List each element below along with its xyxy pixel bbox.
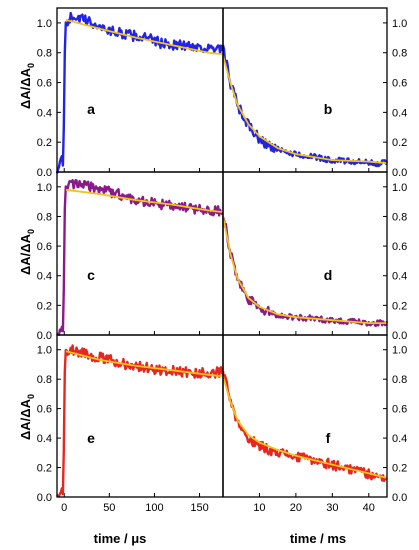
panel-frame-row-2 xyxy=(56,171,388,336)
y-tick-label: 0.4 xyxy=(392,107,407,119)
y-tick-label: 0.2 xyxy=(37,463,52,475)
y-tick-label: 0.0 xyxy=(37,167,52,179)
y-tick-label: 0.2 xyxy=(37,300,52,312)
y-tick-label: 1.0 xyxy=(392,18,407,30)
label-layer: a b c d e f xyxy=(87,101,332,446)
y-tick-label: 0.0 xyxy=(392,330,407,342)
x-tick-label: 50 xyxy=(103,502,115,514)
x-tick-label: 0 xyxy=(61,502,67,514)
y-tick-label: 0.2 xyxy=(392,463,407,475)
y-title-sub: 0 xyxy=(26,229,36,234)
data-layer xyxy=(55,11,389,498)
trace-b xyxy=(221,44,389,168)
x-axis-title-left: time / μs xyxy=(94,531,147,546)
y-tick-label: 0.8 xyxy=(392,374,407,386)
y-tick-label: 0.4 xyxy=(37,271,52,283)
y-tick-label: 0.0 xyxy=(37,330,52,342)
svg-text:ΔA/ΔA0: ΔA/ΔA0 xyxy=(18,229,36,275)
x-tick-label: 40 xyxy=(363,502,375,514)
svg-text:ΔA/ΔA0: ΔA/ΔA0 xyxy=(18,394,36,440)
x-axis-title-right: time / ms xyxy=(290,531,346,546)
fit-curve-b xyxy=(222,55,388,164)
x-tick-label: 150 xyxy=(190,502,208,514)
y-title-main: ΔA/ΔA xyxy=(18,67,33,109)
y-tick-label: 1.0 xyxy=(37,18,52,30)
y-tick-label: 0.6 xyxy=(392,404,407,416)
y-tick-label: 0.8 xyxy=(37,211,52,223)
panel-label-d: d xyxy=(324,267,333,283)
y-tick-label: 0.4 xyxy=(37,433,52,445)
panel-label-c: c xyxy=(87,267,95,283)
fit-curve-c xyxy=(65,188,223,213)
y-tick-label: 0.4 xyxy=(392,433,407,445)
y-tick-label: 1.0 xyxy=(37,182,52,194)
y-tick-label: 0.6 xyxy=(392,78,407,90)
trace-a xyxy=(55,11,224,174)
y-tick-label: 0.2 xyxy=(37,137,52,149)
trace-e xyxy=(56,344,224,498)
panel-label-a: a xyxy=(87,101,95,117)
y-axis-title-row3: ΔA/ΔA0 xyxy=(18,394,36,440)
panel-label-b: b xyxy=(324,101,333,117)
y-tick-label: 1.0 xyxy=(392,182,407,194)
panel-frame-row-3 xyxy=(56,334,388,498)
y-tick-label: 0.8 xyxy=(392,211,407,223)
y-tick-label: 0.6 xyxy=(37,78,52,90)
y-tick-label: 0.6 xyxy=(37,241,52,253)
frame-layer xyxy=(56,7,388,498)
y-tick-label: 0.8 xyxy=(392,48,407,60)
x-tick-label: 100 xyxy=(145,502,163,514)
x-tick-label: 20 xyxy=(290,502,302,514)
y-tick-label: 0.8 xyxy=(37,48,52,60)
x-tick-label: 30 xyxy=(326,502,338,514)
y-tick-label: 0.4 xyxy=(37,107,52,119)
y-tick-label: 1.0 xyxy=(37,345,52,357)
y-tick-label: 1.0 xyxy=(392,345,407,357)
y-title-sub: 0 xyxy=(26,394,36,399)
y-tick-label: 0.0 xyxy=(392,492,407,504)
panel-label-e: e xyxy=(87,430,95,446)
y-axis-title-row2: ΔA/ΔA0 xyxy=(18,229,36,275)
fit-curve-a xyxy=(65,19,223,56)
y-tick-label: 0.4 xyxy=(392,271,407,283)
y-title-main: ΔA/ΔA xyxy=(18,398,33,440)
fit-curve-f xyxy=(222,375,388,479)
y-tick-label: 0.2 xyxy=(392,137,407,149)
trace-d xyxy=(221,216,389,328)
trace-c xyxy=(56,179,224,336)
panel-label-f: f xyxy=(326,430,331,446)
ticks-layer: 0.0 0.2 0.4 0.6 0.8 1.0 0.0 0.2 0.4 0.6 0.8 1.0 0.0 0… xyxy=(37,18,408,514)
fit-curve-d xyxy=(222,216,387,324)
y-tick-label: 0.2 xyxy=(392,300,407,312)
y-title-main: ΔA/ΔA xyxy=(18,233,33,275)
trace-f xyxy=(221,371,388,483)
fit-curve-e xyxy=(65,350,223,378)
y-tick-label: 0.6 xyxy=(392,241,407,253)
y-tick-label: 0.6 xyxy=(37,404,52,416)
y-axis-title-row1: ΔA/ΔA0 xyxy=(18,63,36,109)
y-title-sub: 0 xyxy=(26,63,36,68)
y-tick-label: 0.8 xyxy=(37,374,52,386)
x-tick-label: 10 xyxy=(253,502,265,514)
svg-text:ΔA/ΔA0: ΔA/ΔA0 xyxy=(18,63,36,109)
y-tick-label: 0.0 xyxy=(37,492,52,504)
y-tick-label: 0.0 xyxy=(392,167,407,179)
